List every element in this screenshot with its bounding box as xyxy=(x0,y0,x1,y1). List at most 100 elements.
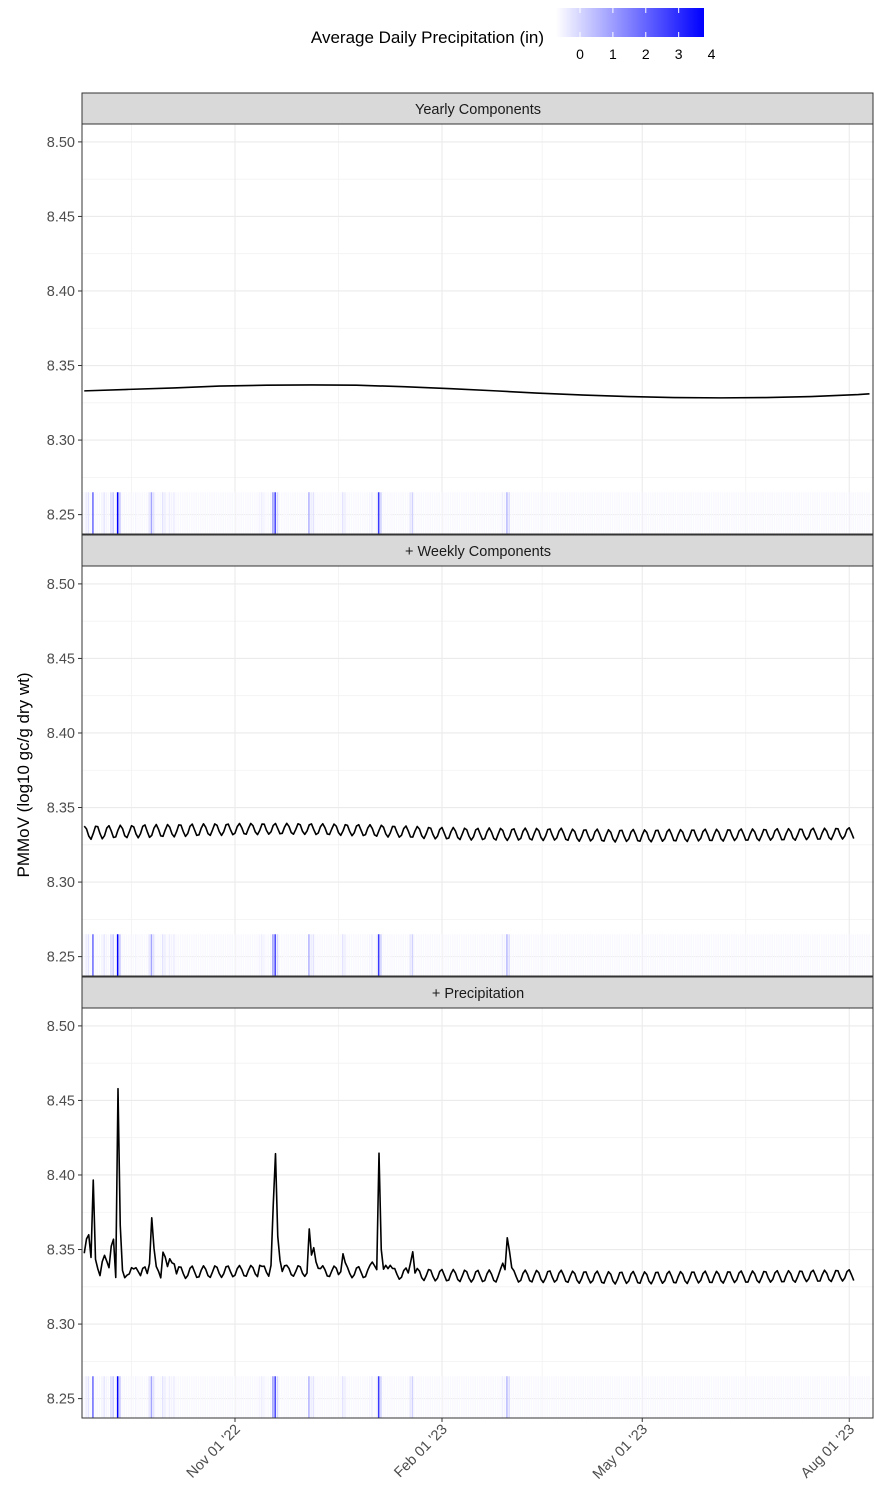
precipitation-tile xyxy=(866,492,868,534)
precipitation-tile xyxy=(681,934,683,976)
precipitation-tile xyxy=(740,492,742,534)
precipitation-tile xyxy=(281,492,283,534)
precipitation-tile xyxy=(483,492,485,534)
precipitation-legend: Average Daily Precipitation (in) 0 1 2 3 4 xyxy=(311,8,716,62)
precipitation-tile xyxy=(96,934,98,976)
precipitation-tile xyxy=(425,1376,427,1418)
precipitation-tile xyxy=(438,934,440,976)
precipitation-tile xyxy=(380,1376,382,1418)
precipitation-tile xyxy=(211,934,213,976)
precipitation-tile xyxy=(380,934,382,976)
precipitation-tile xyxy=(607,492,609,534)
precipitation-tile xyxy=(314,492,317,534)
precipitation-tile xyxy=(440,492,443,534)
precipitation-tile xyxy=(98,1376,101,1418)
x-tick-label: Aug 01 '23 xyxy=(798,1422,858,1482)
legend-tick-label: 1 xyxy=(609,46,617,62)
precipitation-tile xyxy=(116,1376,119,1418)
precipitation-tile xyxy=(580,492,582,534)
precipitation-tile xyxy=(769,934,771,976)
precipitation-tile xyxy=(413,1376,416,1418)
precipitation-tile xyxy=(753,492,755,534)
precipitation-tile xyxy=(269,492,272,534)
precipitation-tile xyxy=(605,934,607,976)
precipitation-tile xyxy=(371,1376,373,1418)
precipitation-tile xyxy=(650,1376,652,1418)
precipitation-tile xyxy=(267,934,269,976)
precipitation-tile xyxy=(425,934,427,976)
precipitation-tile xyxy=(544,492,546,534)
precipitation-tile xyxy=(544,934,546,976)
y-axis-label: PMMoV (log10 gc/g dry wt) xyxy=(14,672,33,877)
precipitation-tile xyxy=(310,934,312,976)
precipitation-tile xyxy=(211,492,213,534)
precipitation-tile xyxy=(492,1376,494,1418)
precipitation-tile xyxy=(202,492,204,534)
precipitation-tile xyxy=(749,492,751,534)
precipitation-tile xyxy=(645,492,647,534)
precipitation-tile xyxy=(733,934,735,976)
precipitation-tile xyxy=(263,492,265,534)
precipitation-tile xyxy=(447,1376,449,1418)
precipitation-tile xyxy=(258,1376,261,1418)
precipitation-tile xyxy=(449,934,452,976)
precipitation-tile xyxy=(272,1376,274,1418)
precipitation-tile xyxy=(641,492,643,534)
precipitation-tile xyxy=(494,934,497,976)
precipitation-tile xyxy=(722,492,724,534)
precipitation-tile xyxy=(206,492,209,534)
precipitation-tile xyxy=(247,934,249,976)
precipitation-tile xyxy=(377,934,380,976)
precipitation-tile xyxy=(256,934,258,976)
precipitation-tile xyxy=(584,492,587,534)
precipitation-tile xyxy=(807,1376,809,1418)
precipitation-tile xyxy=(429,934,431,976)
precipitation-tile xyxy=(346,1376,348,1418)
precipitation-tile xyxy=(575,1376,578,1418)
precipitation-tile xyxy=(519,1376,521,1418)
precipitation-tile xyxy=(436,1376,438,1418)
precipitation-tile xyxy=(863,934,866,976)
precipitation-tile xyxy=(564,1376,566,1418)
precipitation-tile xyxy=(173,1376,175,1418)
precipitation-tile xyxy=(184,492,186,534)
precipitation-tile xyxy=(407,492,409,534)
precipitation-tile xyxy=(393,492,395,534)
precipitation-tile xyxy=(449,492,452,534)
precipitation-tile xyxy=(339,492,342,534)
precipitation-tile xyxy=(188,934,191,976)
precipitation-tile xyxy=(724,492,726,534)
precipitation-tile xyxy=(474,492,476,534)
precipitation-tile xyxy=(157,1376,159,1418)
precipitation-tile xyxy=(411,1376,414,1418)
precipitation-tile xyxy=(697,934,699,976)
precipitation-tile xyxy=(339,934,342,976)
precipitation-tile xyxy=(533,934,535,976)
precipitation-tile xyxy=(123,1376,125,1418)
precipitation-tile xyxy=(452,934,454,976)
precipitation-tile xyxy=(485,934,488,976)
x-tick-label: Nov 01 '22 xyxy=(184,1422,244,1482)
precipitation-tile xyxy=(395,934,398,976)
precipitation-tile xyxy=(105,934,108,976)
precipitation-tile xyxy=(812,492,814,534)
y-tick-label: 8.25 xyxy=(47,1392,75,1408)
precipitation-tile xyxy=(843,1376,845,1418)
precipitation-tile xyxy=(524,492,526,534)
precipitation-tile xyxy=(326,1376,328,1418)
precipitation-tile xyxy=(710,1376,713,1418)
precipitation-tile xyxy=(177,1376,179,1418)
precipitation-tile xyxy=(780,492,782,534)
precipitation-tile xyxy=(312,934,315,976)
precipitation-tile xyxy=(402,934,404,976)
precipitation-tile xyxy=(202,934,204,976)
precipitation-tile xyxy=(557,492,560,534)
precipitation-tile xyxy=(812,934,814,976)
precipitation-tile xyxy=(303,492,305,534)
precipitation-tile xyxy=(350,934,353,976)
precipitation-tile xyxy=(683,934,686,976)
precipitation-tile xyxy=(443,492,445,534)
precipitation-tile xyxy=(303,934,305,976)
precipitation-tile xyxy=(807,934,809,976)
precipitation-tile xyxy=(251,934,254,976)
